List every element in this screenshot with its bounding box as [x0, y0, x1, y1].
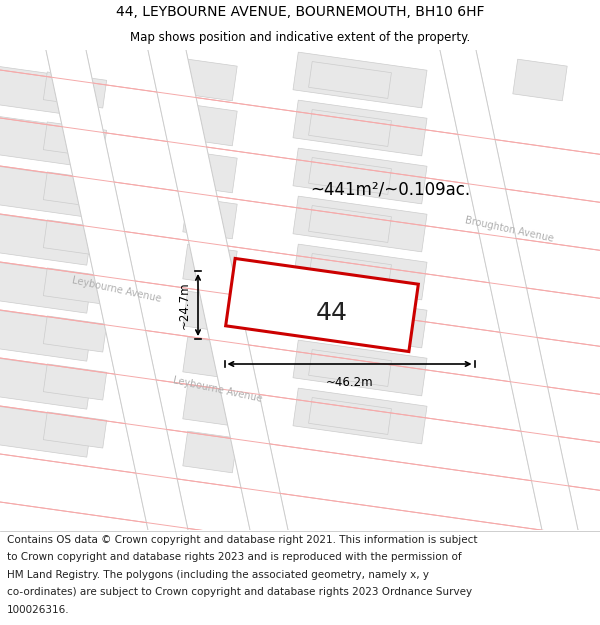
Polygon shape [308, 158, 391, 194]
Polygon shape [293, 292, 427, 348]
Text: to Crown copyright and database rights 2023 and is reproduced with the permissio: to Crown copyright and database rights 2… [7, 552, 462, 562]
Polygon shape [226, 259, 418, 351]
Polygon shape [293, 52, 427, 108]
Text: ~46.2m: ~46.2m [326, 376, 373, 389]
Polygon shape [183, 244, 237, 286]
Polygon shape [43, 72, 107, 108]
Polygon shape [0, 113, 92, 167]
Polygon shape [440, 50, 578, 530]
Text: Leybourne Avenue: Leybourne Avenue [172, 376, 263, 404]
Polygon shape [43, 364, 107, 400]
Polygon shape [43, 220, 107, 256]
Polygon shape [43, 172, 107, 208]
Polygon shape [293, 388, 427, 444]
Polygon shape [46, 50, 188, 530]
Polygon shape [183, 198, 237, 239]
Polygon shape [308, 109, 391, 146]
Polygon shape [43, 316, 107, 352]
Text: Broughton Avenue: Broughton Avenue [464, 216, 554, 244]
Polygon shape [0, 63, 92, 117]
Text: 44, LEYBOURNE AVENUE, BOURNEMOUTH, BH10 6HF: 44, LEYBOURNE AVENUE, BOURNEMOUTH, BH10 … [116, 6, 484, 19]
Polygon shape [43, 268, 107, 304]
Polygon shape [293, 100, 427, 156]
Polygon shape [293, 148, 427, 204]
Polygon shape [308, 61, 391, 99]
Polygon shape [183, 59, 237, 101]
Polygon shape [148, 50, 288, 530]
Text: co-ordinates) are subject to Crown copyright and database rights 2023 Ordnance S: co-ordinates) are subject to Crown copyr… [7, 588, 472, 598]
Polygon shape [293, 244, 427, 300]
Polygon shape [308, 301, 391, 339]
Polygon shape [46, 50, 188, 530]
Polygon shape [0, 163, 92, 217]
Text: ~441m²/~0.109ac.: ~441m²/~0.109ac. [310, 181, 470, 199]
Polygon shape [513, 59, 567, 101]
Polygon shape [43, 122, 107, 158]
Polygon shape [183, 151, 237, 192]
Polygon shape [308, 349, 391, 386]
Polygon shape [293, 196, 427, 252]
Polygon shape [183, 104, 237, 146]
Polygon shape [183, 431, 237, 472]
Polygon shape [43, 412, 107, 448]
Text: Contains OS data © Crown copyright and database right 2021. This information is : Contains OS data © Crown copyright and d… [7, 535, 478, 545]
Polygon shape [0, 403, 92, 457]
Polygon shape [183, 291, 237, 332]
Polygon shape [0, 259, 92, 313]
Polygon shape [293, 340, 427, 396]
Text: ~24.7m: ~24.7m [178, 281, 191, 329]
Polygon shape [308, 206, 391, 242]
Polygon shape [440, 50, 578, 530]
Polygon shape [148, 50, 288, 530]
Text: Map shows position and indicative extent of the property.: Map shows position and indicative extent… [130, 31, 470, 44]
Polygon shape [183, 384, 237, 426]
Text: HM Land Registry. The polygons (including the associated geometry, namely x, y: HM Land Registry. The polygons (includin… [7, 570, 429, 580]
Polygon shape [183, 338, 237, 379]
Polygon shape [0, 307, 92, 361]
Polygon shape [308, 254, 391, 291]
Polygon shape [0, 355, 92, 409]
Text: 44: 44 [316, 301, 348, 325]
Polygon shape [308, 398, 391, 434]
Polygon shape [0, 211, 92, 265]
Text: Leybourne Avenue: Leybourne Avenue [71, 276, 163, 304]
Text: 100026316.: 100026316. [7, 605, 70, 615]
